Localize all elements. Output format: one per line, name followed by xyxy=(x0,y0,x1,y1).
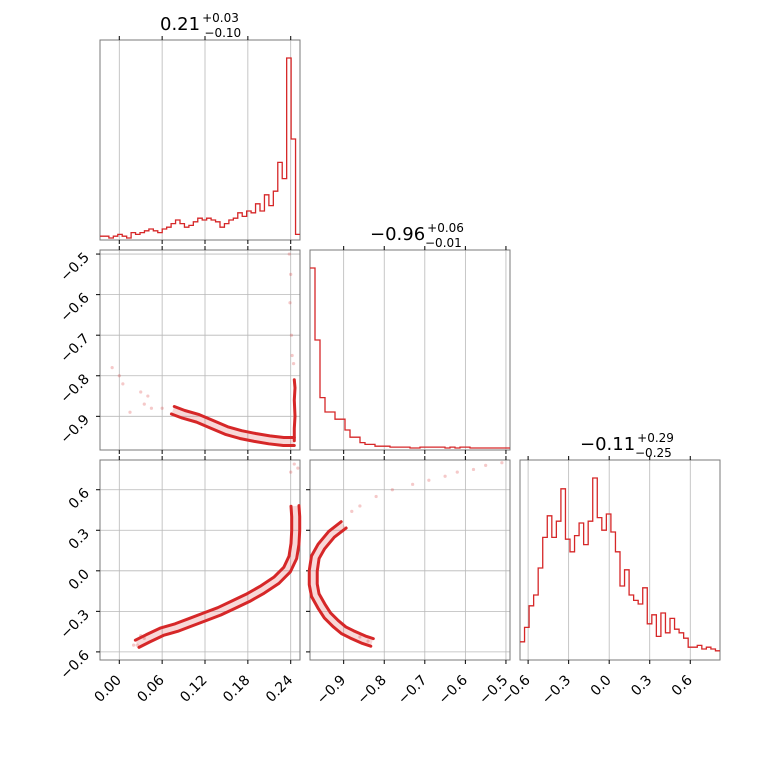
sample-point xyxy=(366,639,370,643)
histogram-panel-3 xyxy=(519,456,721,664)
sample-point xyxy=(296,466,300,470)
sample-point xyxy=(287,252,291,256)
sample-point xyxy=(291,361,296,366)
sample-point xyxy=(455,470,459,474)
contour-outer xyxy=(307,520,373,648)
x-tick-label: 0.0 xyxy=(588,672,615,699)
title-median: −0.96 xyxy=(370,224,425,245)
sample-point xyxy=(500,461,504,465)
histogram-panel-2 xyxy=(309,246,511,454)
x-tick-label: −0.6 xyxy=(436,672,471,707)
sample-point xyxy=(427,478,431,482)
y-tick-label: −0.9 xyxy=(57,412,92,447)
x-tick-label: 0.06 xyxy=(134,672,167,705)
sample-point xyxy=(443,474,447,478)
sample-point xyxy=(471,467,476,472)
panel-frame xyxy=(519,459,721,661)
y-tick-label: −0.6 xyxy=(57,647,92,682)
y-tick-label: −0.5 xyxy=(57,250,92,285)
param2-title: −0.96 +0.06 −0.01 xyxy=(370,221,464,250)
contour-outer xyxy=(137,504,302,649)
title-plus: +0.03 xyxy=(202,11,239,25)
sample-point xyxy=(131,643,136,647)
sample-point xyxy=(358,635,362,639)
panel-frame xyxy=(99,39,301,241)
x-tick-label: 0.12 xyxy=(177,672,210,705)
sample-point xyxy=(149,406,154,410)
y-tick-label: −0.3 xyxy=(57,607,92,642)
title-plus: +0.29 xyxy=(637,431,674,445)
histogram-2 xyxy=(310,267,510,449)
sample-point xyxy=(121,382,125,386)
y-tick-label: 0.3 xyxy=(66,526,93,553)
contour-fill xyxy=(309,521,374,647)
x-tick-label: −0.3 xyxy=(539,672,574,707)
title-median: −0.11 xyxy=(580,434,635,455)
histogram-1 xyxy=(100,57,300,239)
x-tick-label: 0.3 xyxy=(628,672,655,699)
title-plus: +0.06 xyxy=(427,221,464,235)
x-tick-label: 0.6 xyxy=(669,672,696,699)
title-minus: −0.25 xyxy=(635,446,672,460)
sample-point xyxy=(110,366,114,370)
sample-point xyxy=(358,504,362,508)
panel-frame xyxy=(99,249,301,451)
x-tick-label: −0.7 xyxy=(395,672,430,707)
x-tick-label: 0.24 xyxy=(263,672,296,705)
x-tick-label: −0.9 xyxy=(314,672,349,707)
y-tick-label: 0.6 xyxy=(66,485,93,512)
sample-point xyxy=(142,402,146,406)
sample-point xyxy=(160,406,164,410)
sample-point xyxy=(146,394,150,398)
contour-outer xyxy=(169,412,296,447)
sample-point xyxy=(289,470,293,474)
title-median: 0.21 xyxy=(160,14,200,35)
title-minus: −0.10 xyxy=(204,26,241,40)
panel-frame xyxy=(309,249,511,451)
scatter-panel-1-3 xyxy=(96,456,302,664)
contour-inner xyxy=(172,405,296,439)
panel-frame xyxy=(99,459,301,661)
histogram-panel-1 xyxy=(99,36,301,244)
scatter-panel-1-2 xyxy=(96,246,301,454)
y-tick-label: 0.0 xyxy=(66,566,93,593)
sample-point xyxy=(289,272,293,276)
param3-title: −0.11 +0.29 −0.25 xyxy=(580,431,674,460)
sample-point xyxy=(484,463,488,468)
sample-point xyxy=(128,410,132,414)
sample-point xyxy=(289,333,294,337)
sample-point xyxy=(290,353,294,358)
x-tick-label: 0.00 xyxy=(92,672,125,705)
sample-point xyxy=(135,643,139,647)
y-tick-label: −0.6 xyxy=(57,290,92,325)
sample-point xyxy=(139,390,143,394)
sample-point xyxy=(292,462,296,466)
contour-inner xyxy=(315,526,375,641)
title-minus: −0.01 xyxy=(425,236,462,250)
contour-vertical xyxy=(292,378,297,443)
sample-point xyxy=(350,509,354,513)
histogram-3 xyxy=(520,477,720,652)
param1-title: 0.21 +0.03 −0.10 xyxy=(160,11,241,40)
y-tick-label: −0.8 xyxy=(57,371,92,406)
sample-point xyxy=(117,374,121,378)
x-tick-label: 0.18 xyxy=(220,672,253,705)
sample-point xyxy=(288,301,292,305)
sample-point xyxy=(411,482,415,486)
contour-inner xyxy=(133,504,294,642)
scatter-panel-2-3 xyxy=(306,456,511,664)
y-tick-label: −0.7 xyxy=(57,331,92,366)
x-tick-label: −0.8 xyxy=(354,672,389,707)
sample-point xyxy=(374,494,378,499)
sample-point xyxy=(390,488,394,492)
